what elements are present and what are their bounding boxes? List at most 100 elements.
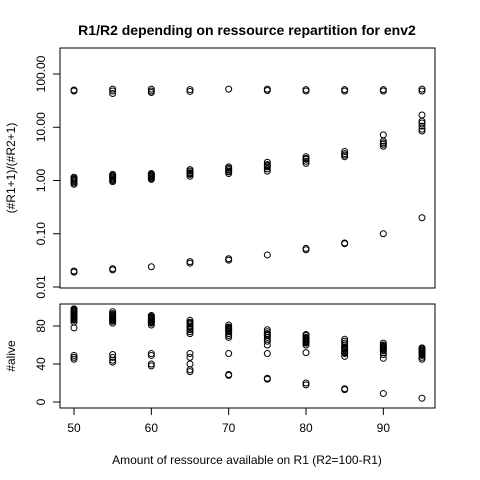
bottom-data-point [109, 319, 117, 327]
top-data-point [109, 265, 117, 273]
top-data-point [341, 87, 349, 95]
bottom-data-point [70, 324, 78, 332]
bottom-data-point [263, 375, 271, 383]
bottom-data-point [418, 351, 426, 359]
bottom-data-point [263, 337, 271, 345]
bottom-data-point [186, 326, 194, 334]
top-data-point [341, 239, 349, 247]
bottom-data-point [186, 330, 194, 338]
top-data-point [302, 159, 310, 167]
top-y-tick-label: 100.00 [34, 55, 48, 92]
top-data-point [225, 85, 233, 93]
bottom-plot-frame [59, 303, 436, 409]
top-data-point [341, 148, 349, 156]
top-data-point [186, 172, 194, 180]
bottom-data-point [70, 355, 78, 363]
top-y-axis-label: (#R1+1)/(#R2+1) [4, 123, 18, 214]
top-scatter-points [70, 85, 426, 276]
x-tick-label: 50 [67, 421, 81, 435]
top-data-point [70, 87, 78, 95]
bottom-y-axis: 0 40 80 [34, 319, 60, 405]
bottom-data-point [418, 353, 426, 361]
bottom-data-point [225, 332, 233, 339]
bottom-data-point [147, 362, 155, 370]
top-data-point [341, 150, 349, 158]
top-y-tick-label: 1.00 [34, 168, 48, 192]
bottom-data-point [263, 341, 271, 349]
bottom-data-point [147, 360, 155, 368]
bottom-data-point [70, 351, 78, 359]
top-data-point [418, 111, 426, 119]
top-data-point [147, 263, 155, 271]
bottom-data-point [418, 394, 426, 402]
bottom-data-point [379, 354, 387, 362]
top-data-point [418, 122, 426, 130]
bottom-data-point [302, 379, 310, 387]
bottom-data-point [186, 323, 194, 331]
top-data-point [109, 87, 117, 95]
top-data-point [109, 90, 117, 98]
top-y-tick-label: 10.00 [34, 112, 48, 142]
top-data-point [225, 163, 233, 171]
top-data-point [302, 87, 310, 95]
top-data-point [379, 131, 387, 139]
bottom-data-point [147, 351, 155, 359]
bottom-y-tick-label: 80 [34, 319, 48, 333]
bottom-data-point [379, 347, 387, 355]
bottom-data-point [341, 346, 349, 354]
bottom-data-point [225, 333, 233, 341]
top-panel: (#R1+1)/(#R2+1) 0.01 0.10 1.00 10.00 100.00 [4, 47, 436, 299]
bottom-data-point [147, 350, 155, 358]
bottom-data-point [186, 328, 194, 336]
x-tick-label: 70 [222, 421, 236, 435]
bottom-data-point [341, 341, 349, 349]
top-data-point [418, 87, 426, 95]
top-data-point [70, 267, 78, 275]
bottom-data-point [147, 321, 155, 329]
top-data-point [418, 85, 426, 93]
top-data-point [147, 88, 155, 96]
bottom-data-point [379, 389, 387, 397]
x-tick-label: 60 [145, 421, 159, 435]
top-data-point [109, 170, 117, 178]
bottom-data-point [418, 355, 426, 363]
bottom-data-point [186, 360, 194, 368]
top-data-point [186, 87, 194, 95]
top-data-point [263, 251, 271, 259]
bottom-data-point [186, 368, 194, 376]
top-y-tick-label: 0.01 [34, 275, 48, 299]
bottom-data-point [109, 356, 117, 364]
bottom-y-tick-label: 40 [34, 357, 48, 371]
top-data-point [379, 142, 387, 150]
bottom-data-point [341, 349, 349, 357]
top-plot-frame [59, 47, 436, 289]
bottom-data-point [225, 330, 233, 338]
bottom-data-point [109, 358, 117, 366]
bottom-y-tick-label: 0 [34, 398, 48, 405]
top-data-point [186, 258, 194, 266]
x-axis-label: Amount of ressource available on R1 (R2=… [112, 453, 382, 467]
bottom-data-point [186, 350, 194, 358]
bottom-data-point [147, 319, 155, 327]
bottom-data-point [109, 317, 117, 325]
bottom-data-point [302, 349, 310, 357]
top-data-point [263, 158, 271, 166]
top-data-point [186, 166, 194, 174]
top-y-axis: 0.01 0.10 1.00 10.00 100.00 [34, 55, 60, 299]
bottom-data-point [263, 350, 271, 358]
top-data-point [263, 167, 271, 175]
bottom-data-point [225, 371, 233, 379]
bottom-data-point [70, 316, 78, 324]
top-data-point [302, 153, 310, 161]
top-data-point [263, 165, 271, 173]
top-data-point [379, 87, 387, 95]
bottom-data-point [109, 353, 117, 361]
bottom-panel: #alive 0 40 80 [4, 303, 436, 409]
bottom-data-point [379, 351, 387, 358]
top-data-point [186, 86, 194, 94]
top-y-tick-label: 0.10 [34, 222, 48, 246]
top-data-point [263, 86, 271, 94]
bottom-data-point [186, 366, 194, 374]
chart-title: R1/R2 depending on ressource repartition… [78, 22, 416, 38]
